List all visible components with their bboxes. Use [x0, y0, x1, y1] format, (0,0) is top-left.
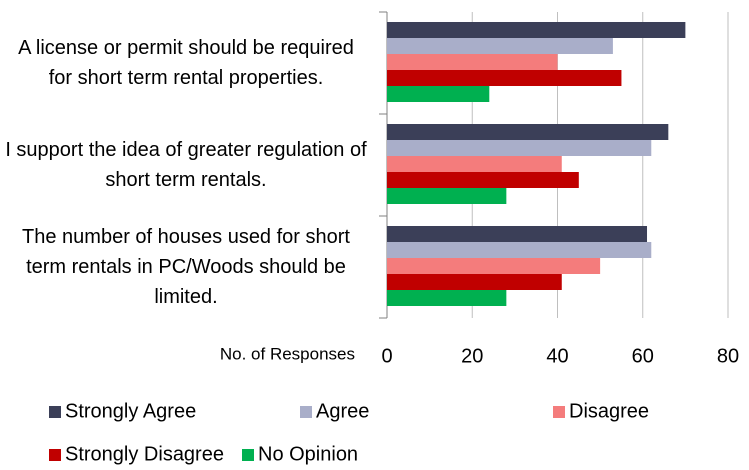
legend-swatch: [300, 406, 312, 418]
bar: [387, 188, 507, 204]
bar: [387, 172, 579, 188]
legend-label: Agree: [316, 400, 369, 422]
category-label: I support the idea of greater regulation…: [5, 139, 367, 191]
bar: [387, 290, 507, 306]
x-tick-label: 20: [461, 345, 483, 367]
legend-swatch: [242, 449, 254, 461]
x-tick-label: 40: [546, 345, 568, 367]
legend-label: No Opinion: [258, 443, 358, 465]
legend-swatch: [553, 406, 565, 418]
legend-label: Strongly Agree: [65, 400, 196, 422]
bar: [387, 22, 686, 38]
bar: [387, 70, 622, 86]
bar: [387, 38, 613, 54]
bar: [387, 226, 648, 242]
x-tick-label: 80: [717, 345, 739, 367]
legend-swatch: [49, 406, 61, 418]
legend-label: Strongly Disagree: [65, 443, 224, 465]
bar: [387, 258, 601, 274]
category-label: The number of houses used for short term…: [22, 226, 350, 308]
x-tick-label: 60: [632, 345, 654, 367]
category-label: A license or permit should be required f…: [18, 37, 354, 89]
bar: [387, 156, 562, 172]
legend-label: Disagree: [569, 400, 649, 422]
bar: [387, 140, 652, 156]
bar: [387, 86, 490, 102]
bar: [387, 274, 562, 290]
bar: [387, 54, 558, 70]
bar: [387, 242, 652, 258]
x-tick-label: 0: [381, 345, 392, 367]
bar: [387, 124, 669, 140]
x-axis-label: No. of Responses: [220, 344, 355, 363]
legend-swatch: [49, 449, 61, 461]
